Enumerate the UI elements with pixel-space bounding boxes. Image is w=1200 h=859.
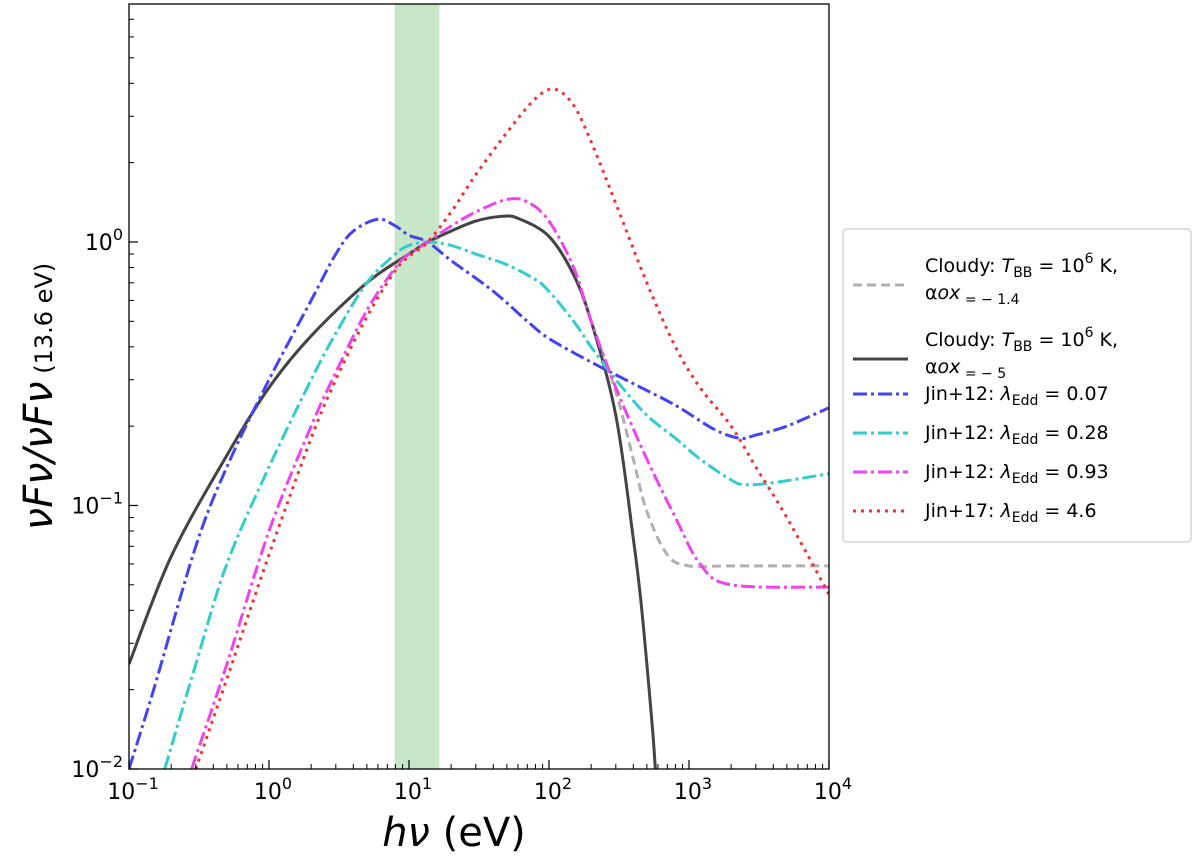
legend-label-4: Jin+12: λEdd = 0.93 <box>924 461 1109 487</box>
series-line-2 <box>129 217 829 769</box>
series-line-3 <box>163 240 829 769</box>
series-line-5 <box>194 87 829 769</box>
x-tick-label: 104 <box>814 774 852 805</box>
series-layer <box>129 87 829 769</box>
y-tick-label: 10−2 <box>71 752 123 783</box>
series-line-1 <box>129 214 657 769</box>
legend-label-0: αox = − 1.4 <box>925 282 1020 308</box>
y-axis-label: νFν/νFν (13.6 eV) <box>16 263 62 530</box>
legend-label-1: αox = − 5 <box>925 356 1006 382</box>
plot-frame <box>128 3 830 770</box>
legend-label-2: Jin+12: λEdd = 0.07 <box>924 383 1109 409</box>
x-tick-label: 10−1 <box>107 774 159 805</box>
y-tick-label: 100 <box>85 225 123 256</box>
x-tick-label: 100 <box>254 774 292 805</box>
x-tick-label: 103 <box>674 774 712 805</box>
legend-label-0: Cloudy: TBB = 106 K, <box>925 251 1118 281</box>
series-line-4 <box>190 197 829 769</box>
x-tick-label: 101 <box>394 774 432 805</box>
legend-label-3: Jin+12: λEdd = 0.28 <box>924 422 1109 448</box>
legend-label-5: Jin+17: λEdd = 4.6 <box>924 500 1097 526</box>
y-tick-label: 10−1 <box>71 488 123 519</box>
legend-label-1: Cloudy: TBB = 106 K, <box>925 325 1118 355</box>
lyman-shaded-band <box>394 4 440 769</box>
x-tick-label: 102 <box>534 774 572 805</box>
x-axis-label: hν (eV) <box>382 810 526 856</box>
series-line-0 <box>129 214 829 665</box>
shaded-band-layer <box>394 4 440 769</box>
legend-box <box>842 228 1192 543</box>
